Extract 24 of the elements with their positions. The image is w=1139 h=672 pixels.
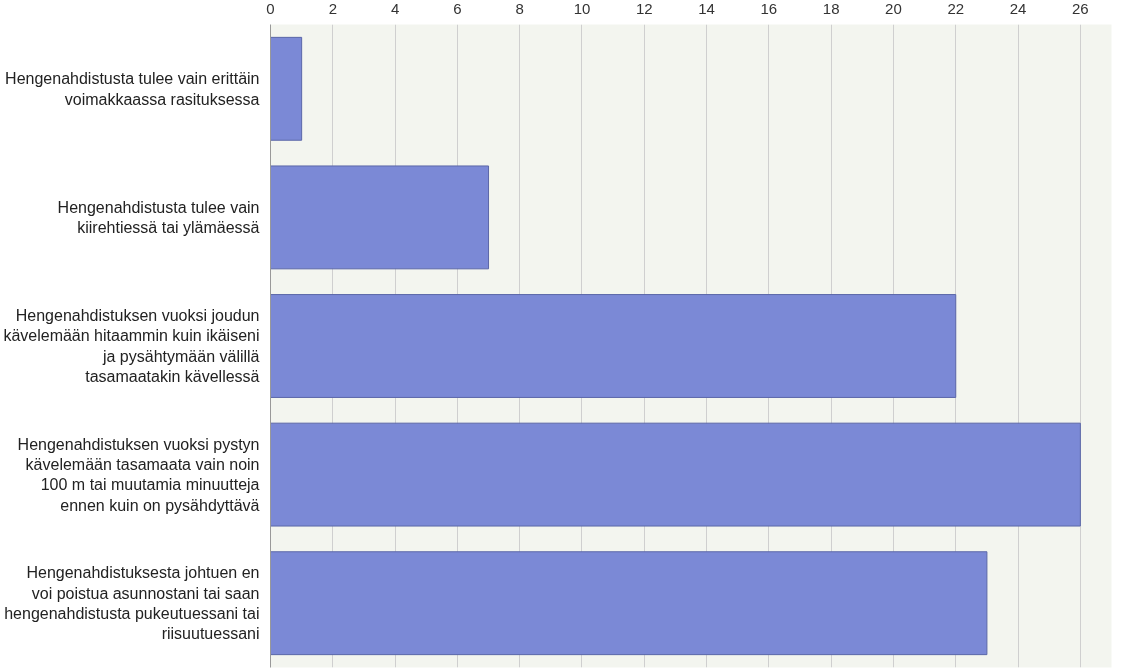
y-tick-label: Hengenahdistusta tulee vain kiirehtiessä tai ylämäessä (57, 198, 260, 237)
x-tick-label: 10 (573, 0, 591, 17)
bar (270, 294, 957, 398)
x-tick-label: 0 (266, 0, 275, 17)
bar (270, 36, 303, 141)
x-tick-label: 14 (698, 0, 715, 17)
x-tick-label: 18 (822, 0, 840, 17)
x-tick-label: 26 (1072, 0, 1089, 17)
y-tick-label: Hengenahdistuksen vuoksi pystyn kävelemään tasamaata vain noin 100 m tai muutamia minuutteja ennen kuin on pysähdyttävä (17, 435, 260, 514)
x-tick-label: 2 (328, 0, 337, 17)
x-tick-label: 8 (515, 0, 524, 17)
x-tick-label: 22 (947, 0, 965, 17)
bar (270, 551, 988, 656)
x-tick-label: 4 (390, 0, 400, 17)
bar (270, 165, 490, 270)
x-tick-label: 20 (885, 0, 902, 17)
x-tick-label: 6 (453, 0, 462, 17)
bar (270, 422, 1081, 527)
y-tick-label: Hengenahdistusta tulee vain erittäin voimakkaassa rasituksessa (5, 70, 260, 108)
x-tick-label: 12 (635, 0, 653, 17)
x-tick-label: 24 (1009, 0, 1027, 17)
y-tick-label: Hengenahdistuksen vuoksi joudun kävelemään hitaammin kuin ikäiseni ja pysähtymään välillä tasamaatakin kävellessä (3, 306, 260, 386)
x-tick-label: 16 (760, 0, 778, 17)
y-tick-label: Hengenahdistuksesta johtuen en voi poistua asunnostani tai saan hengenahdistusta pukeutuessani tai riisuutuessani (4, 564, 260, 643)
